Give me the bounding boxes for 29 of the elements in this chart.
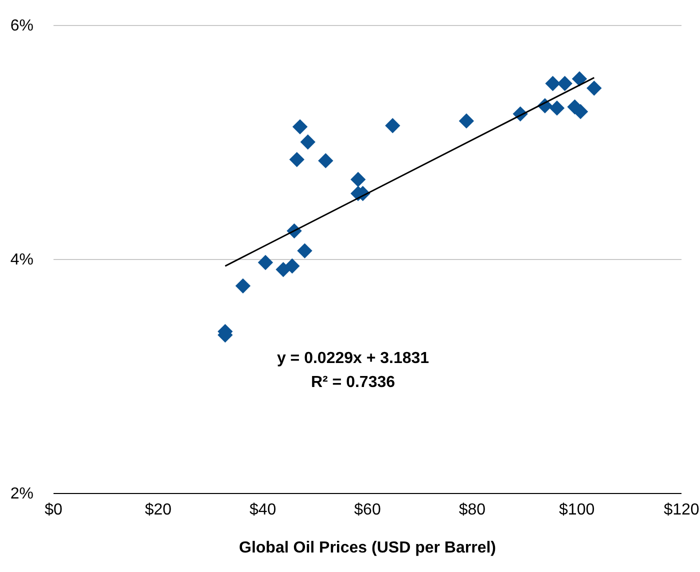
- point: [350, 172, 366, 188]
- point: [284, 258, 300, 274]
- annotation: y = 0.0229x + 3.1831: [276, 350, 430, 367]
- y-tick-label: 6%: [10, 18, 34, 34]
- x-tick-label: $20: [144, 502, 172, 518]
- point: [586, 80, 602, 96]
- x-tick-label: $40: [249, 502, 276, 518]
- point: [289, 152, 304, 168]
- x-tick-label: $60: [354, 502, 381, 518]
- point: [549, 100, 565, 116]
- point: [545, 76, 560, 92]
- x-tick-label: $0: [44, 502, 62, 518]
- point: [557, 76, 572, 92]
- x-tick-label: $80: [458, 502, 486, 518]
- point: [292, 119, 308, 134]
- point: [458, 113, 474, 129]
- point: [318, 153, 334, 168]
- x-tick-label: $120: [664, 502, 700, 518]
- annotation: R² = 0.7336: [310, 374, 396, 391]
- y-tick-label: 2%: [10, 486, 34, 502]
- point: [572, 71, 588, 86]
- y-tick-label: 4%: [10, 252, 34, 268]
- point: [235, 278, 251, 294]
- point: [300, 134, 316, 150]
- x-tick-label: $100: [559, 502, 595, 518]
- point: [297, 243, 312, 258]
- point: [258, 254, 274, 270]
- x-axis-title: Global Oil Prices (USD per Barrel): [239, 540, 496, 556]
- point: [385, 118, 400, 134]
